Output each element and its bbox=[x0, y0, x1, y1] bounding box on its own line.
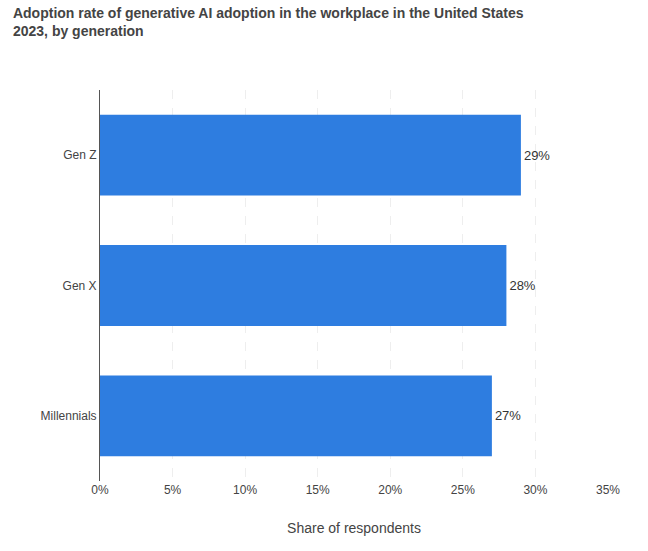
svg-text:29%: 29% bbox=[524, 148, 550, 163]
svg-text:Adoption rate of generative AI: Adoption rate of generative AI adoption … bbox=[13, 5, 524, 39]
svg-text:27%: 27% bbox=[495, 408, 521, 423]
svg-text:5%: 5% bbox=[164, 483, 182, 497]
svg-text:0%: 0% bbox=[91, 483, 109, 497]
svg-text:25%: 25% bbox=[451, 483, 475, 497]
svg-text:Share of respondents: Share of respondents bbox=[287, 520, 421, 536]
svg-text:Gen X: Gen X bbox=[63, 279, 97, 293]
svg-text:10%: 10% bbox=[233, 483, 257, 497]
svg-text:30%: 30% bbox=[523, 483, 547, 497]
svg-text:28%: 28% bbox=[509, 278, 535, 293]
svg-text:20%: 20% bbox=[378, 483, 402, 497]
svg-text:35%: 35% bbox=[596, 483, 620, 497]
svg-text:Gen Z: Gen Z bbox=[63, 148, 96, 162]
svg-text:Millennials: Millennials bbox=[41, 409, 97, 423]
svg-text:15%: 15% bbox=[306, 483, 330, 497]
